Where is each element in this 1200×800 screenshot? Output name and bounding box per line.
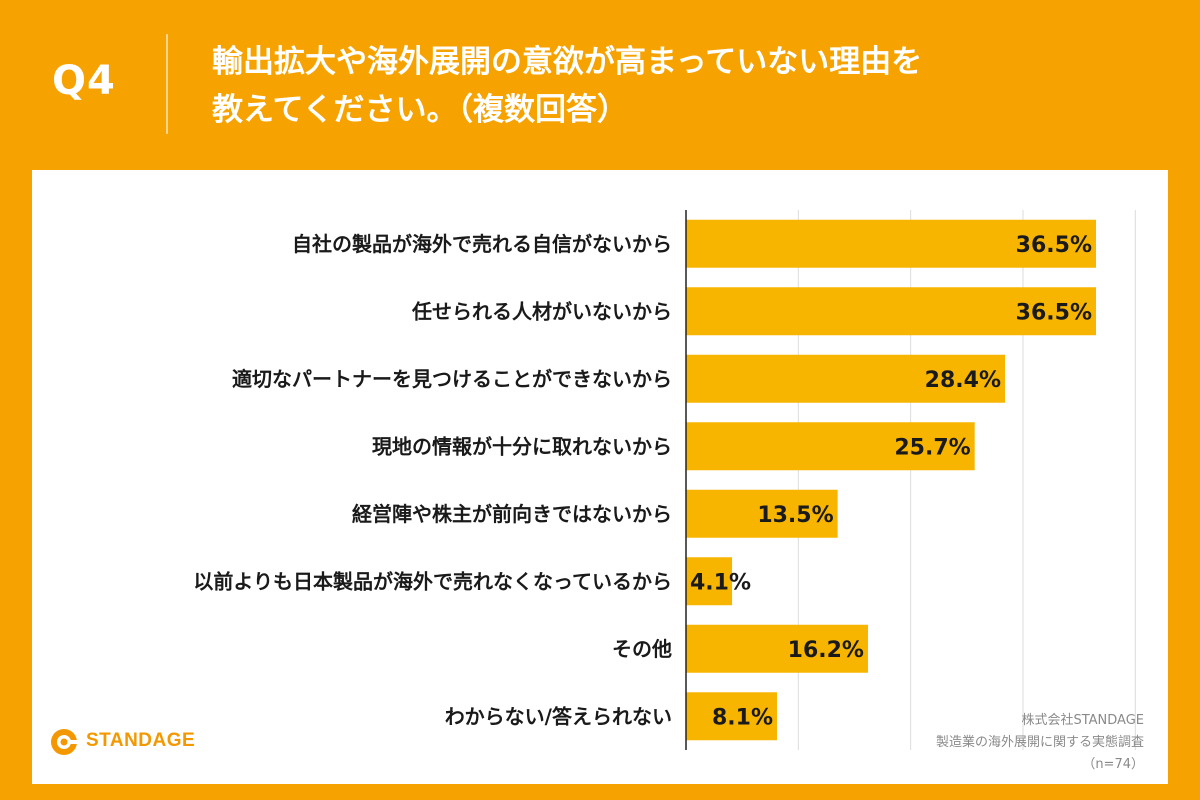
question-title: 輸出拡大や海外展開の意欲が高まっていない理由を 教えてください。（複数回答） [212, 38, 1172, 134]
chart-panel: 自社の製品が海外で売れる自信がないから任せられる人材がいないから適切なパートナー… [32, 170, 1168, 784]
bar-3 [686, 354, 1006, 403]
bar-1 [686, 219, 1096, 268]
bar-8 [686, 692, 777, 741]
bar-5 [686, 489, 838, 538]
chart-value-labels: 36.5% 36.5% 28.4% 25.7% 13.5% 4.1% 16.2% 8.1% [690, 233, 1092, 731]
source-note: 株式会社STANDAGE 製造業の海外展開に関する実態調査 （n=74） [936, 710, 1144, 776]
standage-logo-icon [51, 729, 80, 755]
question-header: Q4 輸出拡大や海外展開の意欲が高まっていない理由を 教えてください。（複数回答… [0, 0, 1200, 170]
category-label-8: わからない/答えられない [445, 704, 672, 728]
chart-bars [686, 219, 1096, 741]
value-label-6: 4.1% [690, 570, 751, 595]
category-label-1: 自社の製品が海外で売れる自信がないから [292, 232, 672, 256]
source-company: 株式会社STANDAGE [1021, 713, 1144, 728]
header-divider [166, 34, 168, 134]
value-label-8: 8.1% [712, 705, 773, 730]
value-label-4: 25.7% [894, 435, 970, 460]
chart-category-labels: 自社の製品が海外で売れる自信がないから任せられる人材がいないから適切なパートナー… [193, 232, 672, 729]
standage-logo-text: STANDAGE [86, 730, 196, 751]
source-sample-size: （n=74） [1082, 757, 1144, 772]
value-label-5: 13.5% [757, 503, 833, 528]
category-label-7: その他 [612, 637, 672, 661]
bar-6 [686, 557, 733, 606]
value-label-3: 28.4% [925, 368, 1001, 393]
bar-4 [686, 422, 975, 471]
category-label-4: 現地の情報が十分に取れないから [372, 434, 672, 458]
category-label-3: 適切なパートナーを見つけることができないから [232, 367, 672, 391]
value-label-7: 16.2% [788, 638, 864, 663]
question-title-line-2: 教えてください。（複数回答） [212, 92, 629, 128]
value-label-2: 36.5% [1016, 300, 1092, 325]
category-label-6: 以前よりも日本製品が海外で売れなくなっているから [193, 569, 672, 593]
bar-chart: 自社の製品が海外で売れる自信がないから任せられる人材がいないから適切なパートナー… [193, 210, 1136, 750]
bar-2 [686, 287, 1096, 336]
bar-7 [686, 624, 868, 673]
source-survey: 製造業の海外展開に関する実態調査 [935, 735, 1144, 750]
question-number: Q4 [52, 58, 116, 104]
category-label-5: 経営陣や株主が前向きではないから [352, 502, 672, 526]
standage-logo: STANDAGE [48, 726, 195, 756]
question-title-line-1: 輸出拡大や海外展開の意欲が高まっていない理由を [212, 44, 923, 80]
value-label-1: 36.5% [1016, 233, 1092, 258]
category-label-2: 任せられる人材がいないから [411, 299, 672, 323]
